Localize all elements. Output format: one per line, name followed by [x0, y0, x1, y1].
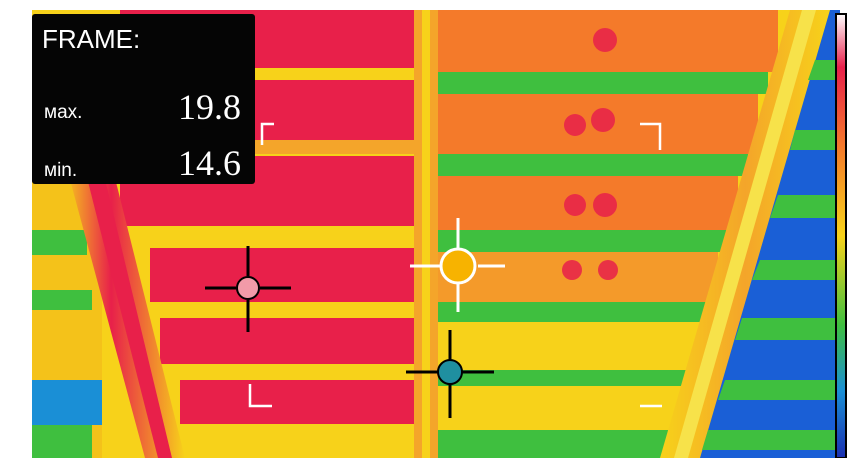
min-value: 14.6 [178, 143, 241, 183]
left-region [32, 180, 102, 458]
frame-title: FRAME: [42, 24, 141, 54]
hot-spots [562, 28, 618, 280]
spot-cursor-red [205, 246, 291, 332]
right-region [700, 10, 840, 458]
min-label: міn. [44, 160, 78, 181]
spot-cursor-blue [406, 330, 494, 418]
left-slats [120, 10, 420, 458]
frame-stats-panel: FRAME: мах. 19.8 міn. 14.6 [32, 14, 255, 184]
max-label: мах. [44, 102, 83, 123]
right-slats [438, 10, 778, 458]
max-value: 19.8 [178, 87, 241, 127]
focus-frame [248, 122, 662, 408]
temperature-scale [835, 13, 847, 458]
spot-cursor-yellow [410, 218, 505, 312]
